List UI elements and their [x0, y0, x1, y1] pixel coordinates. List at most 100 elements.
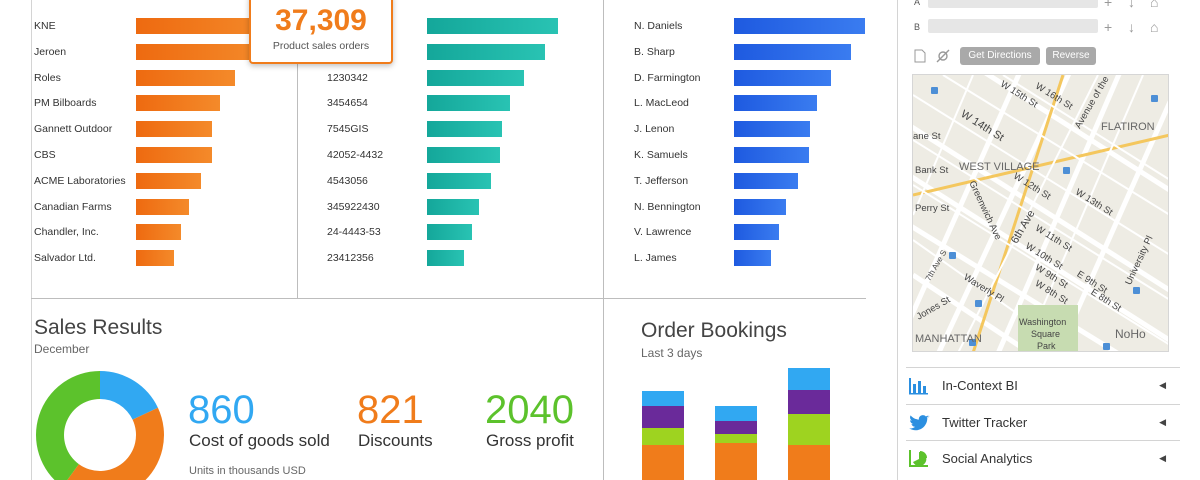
street-map[interactable]: W 15th St W 16th St W 14th St Avenue of … [912, 74, 1169, 352]
bar[interactable] [734, 147, 809, 163]
twitter-bird-icon [909, 415, 930, 431]
sidebar-item-label: In-Context BI [942, 378, 1018, 393]
bar-label: L. James [634, 252, 677, 265]
kpi-cost-label: Cost of goods sold [189, 431, 330, 450]
bar[interactable] [136, 121, 212, 138]
address-a-input[interactable] [928, 0, 1098, 8]
segment-lightblue [715, 406, 757, 421]
bar[interactable] [734, 172, 798, 189]
bar-label: 345922430 [327, 200, 380, 213]
bar[interactable] [136, 69, 235, 86]
bar-label: D. Farmington [634, 71, 701, 84]
sidebar-item-in-context-bi[interactable]: In-Context BI ◀ [906, 367, 1180, 403]
divider [897, 0, 898, 480]
kpi-gross-profit-value: 2040 [485, 388, 574, 432]
order-bookings-subtitle: Last 3 days [641, 346, 703, 360]
divider [297, 0, 298, 298]
bar-label: 1230342 [327, 71, 368, 84]
bar[interactable] [136, 198, 189, 215]
get-directions-button[interactable]: Get Directions [960, 47, 1040, 65]
bar[interactable] [427, 43, 545, 60]
document-icon[interactable] [914, 49, 926, 63]
bar[interactable] [427, 147, 500, 163]
booking-stack-3 [788, 368, 830, 480]
donut-slice[interactable] [62, 407, 164, 480]
bar[interactable] [136, 224, 181, 241]
bar[interactable] [427, 121, 502, 138]
segment-lightblue [788, 368, 830, 390]
segment-purple [788, 390, 830, 414]
bar[interactable] [734, 43, 851, 60]
segment-orange [715, 443, 757, 480]
bar[interactable] [734, 224, 779, 241]
callout-value: 37,309 [275, 4, 367, 37]
callout-label: Product sales orders [272, 40, 370, 52]
bar[interactable] [136, 95, 220, 112]
sidebar-item-twitter-tracker[interactable]: Twitter Tracker ◀ [906, 404, 1180, 440]
bar-label: Salvador Ltd. [34, 252, 96, 265]
donut-slice[interactable] [36, 371, 100, 480]
bar-chart-icon [909, 378, 928, 395]
bar[interactable] [427, 198, 479, 215]
bar[interactable] [734, 18, 865, 34]
map-streets [913, 75, 1168, 351]
bar[interactable] [734, 198, 786, 215]
add-icon[interactable]: + [1104, 19, 1113, 35]
bar[interactable] [734, 250, 771, 267]
bar-label: ACME Laboratories [34, 174, 126, 187]
kpi-cost-value: 860 [188, 388, 255, 432]
sidebar-item-social-analytics[interactable]: Social Analytics ◀ [906, 440, 1180, 476]
booking-stack-1 [642, 391, 684, 480]
bar[interactable] [427, 250, 464, 267]
reverse-button[interactable]: Reverse [1046, 47, 1096, 65]
bar[interactable] [734, 121, 810, 138]
move-down-icon[interactable]: ↓ [1128, 0, 1135, 10]
bar[interactable] [136, 172, 201, 189]
address-b-input[interactable] [928, 19, 1098, 33]
move-down-icon[interactable]: ↓ [1128, 19, 1135, 35]
home-icon[interactable]: ⌂ [1150, 19, 1159, 35]
bar[interactable] [136, 43, 264, 60]
collapse-arrow-icon[interactable]: ◀ [1159, 380, 1166, 390]
add-icon[interactable]: + [1104, 0, 1113, 10]
sidebar-item-label: Twitter Tracker [942, 415, 1028, 430]
home-icon[interactable]: ⌂ [1150, 0, 1159, 10]
bar-label: B. Sharp [634, 45, 675, 58]
bar[interactable] [734, 95, 817, 112]
bar-label: 42052-4432 [327, 149, 384, 161]
address-row-a: A + ↓ ⌂ [906, 0, 1180, 10]
bar[interactable] [427, 69, 524, 86]
address-a-letter: A [914, 0, 921, 7]
bar[interactable] [734, 69, 831, 86]
collapse-arrow-icon[interactable]: ◀ [1159, 417, 1166, 427]
booking-stack-2 [715, 406, 757, 480]
bar[interactable] [136, 18, 272, 34]
address-b-letter: B [914, 22, 921, 32]
donut-slice[interactable] [100, 371, 158, 420]
bar-label: Chandler, Inc. [34, 226, 99, 239]
bar-label: N. Bennington [634, 200, 701, 213]
map-label: Washington [1019, 317, 1067, 327]
bar-label: N. Daniels [634, 20, 683, 32]
segment-lightblue [642, 391, 684, 406]
bar[interactable] [427, 18, 558, 34]
kpi-discounts-label: Discounts [358, 431, 433, 450]
bar[interactable] [427, 95, 510, 112]
map-label: Park [1037, 341, 1056, 351]
segment-orange [642, 445, 684, 480]
divider [603, 0, 604, 480]
collapse-arrow-icon[interactable]: ◀ [1159, 453, 1166, 463]
bar[interactable] [427, 224, 472, 241]
bar[interactable] [136, 250, 174, 267]
map-label: MANHATTAN [915, 333, 982, 345]
bar-label: Jeroen [34, 45, 67, 58]
bar[interactable] [427, 172, 491, 189]
clear-route-icon[interactable] [936, 49, 950, 63]
sales-results-title: Sales Results [34, 316, 163, 339]
kpi-discounts-value: 821 [357, 388, 424, 432]
kpi-gross-profit-label: Gross profit [486, 431, 574, 450]
bar[interactable] [136, 147, 212, 163]
segment-orange [788, 445, 830, 480]
segment-lime [715, 434, 757, 443]
map-label: Perry St [915, 203, 950, 214]
